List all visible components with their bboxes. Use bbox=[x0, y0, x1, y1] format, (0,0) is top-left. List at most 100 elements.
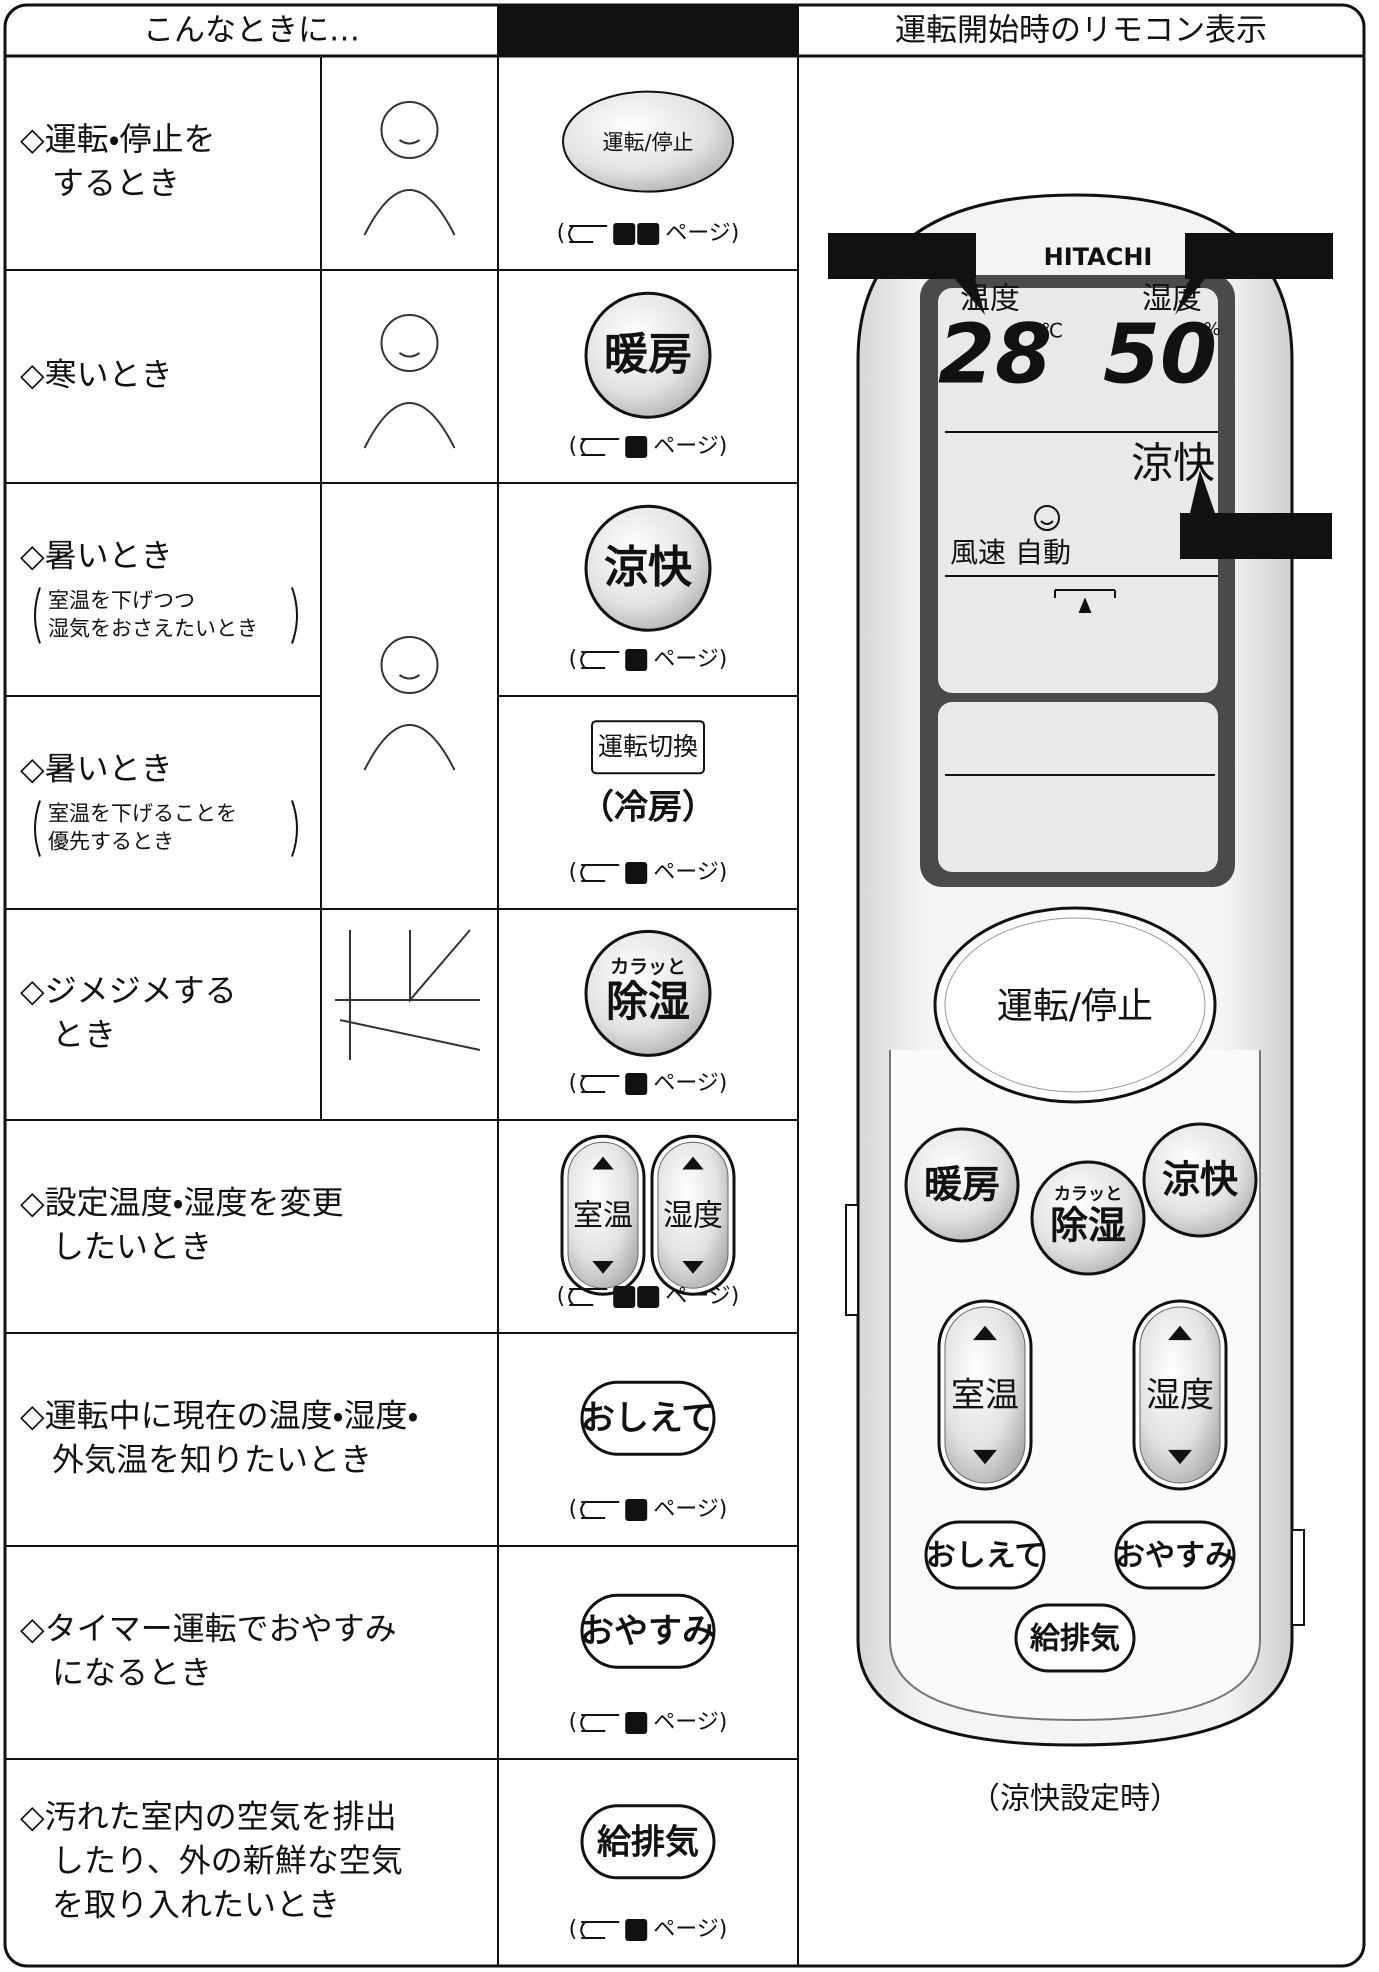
illustration-gap bbox=[322, 694, 497, 698]
side-switch bbox=[845, 1204, 859, 1316]
lcd-label: 温度 bbox=[960, 282, 1020, 317]
page-ref-open: ( bbox=[569, 1071, 578, 1096]
page-number: 20 bbox=[626, 1923, 646, 1939]
situation-text: になるとき bbox=[52, 1654, 212, 1692]
page-ref-open: ( bbox=[569, 647, 578, 672]
hand-icon bbox=[580, 651, 620, 669]
sketch-face bbox=[398, 674, 421, 680]
smiley-mouth bbox=[1040, 520, 1054, 525]
page-ref-close: ページ) bbox=[653, 434, 727, 459]
brand: HITACHI bbox=[1044, 243, 1153, 271]
page-ref-open: ( bbox=[569, 1497, 578, 1522]
button-small-label: カラッと bbox=[1054, 1184, 1122, 1204]
callout-pointer bbox=[1190, 470, 1215, 513]
situation-text: ◇運転中に現在の温度・湿度・ bbox=[20, 1397, 418, 1435]
header-cell: 運転開始時のリモコン表示 bbox=[895, 13, 1267, 49]
button-inner bbox=[657, 1141, 729, 1289]
note-bracket bbox=[34, 800, 41, 857]
lcd-unit: ℃ bbox=[1041, 319, 1063, 343]
button-shape bbox=[584, 291, 712, 419]
button-label: 涼快 bbox=[1162, 1158, 1239, 1202]
page-badge bbox=[625, 436, 648, 458]
illustration bbox=[363, 101, 456, 236]
button-label: 給排気 bbox=[1029, 1622, 1120, 1657]
page-number: 31 bbox=[626, 1716, 645, 1732]
sketch-body bbox=[363, 189, 456, 236]
callout-box bbox=[1185, 233, 1333, 279]
lcd-lower bbox=[938, 702, 1218, 872]
page-badge bbox=[625, 862, 648, 884]
sketch-face bbox=[398, 139, 421, 145]
situation-text: ◇ジメジメする bbox=[20, 972, 237, 1010]
page-badge bbox=[613, 1286, 636, 1308]
situation-note: 室温を下げつつ bbox=[48, 589, 195, 613]
page-ref-open: ( bbox=[569, 1917, 578, 1942]
page-ref-close: ページ) bbox=[653, 860, 727, 885]
button-label: 給排気 bbox=[597, 1822, 699, 1862]
arrow-down bbox=[1168, 1449, 1192, 1465]
page-ref-open: ( bbox=[569, 1710, 578, 1735]
arrow-up bbox=[1168, 1325, 1192, 1341]
button-sub-label: （冷房） bbox=[580, 788, 716, 828]
page-ref-open: ( bbox=[557, 1284, 566, 1309]
illustration bbox=[363, 636, 456, 771]
page-number: 18 bbox=[626, 1077, 645, 1093]
situation-text: ◇設定温度・湿度を変更 bbox=[20, 1184, 344, 1222]
situation-text: したいとき bbox=[52, 1228, 212, 1266]
note-bracket bbox=[291, 587, 298, 644]
page-ref-open: ( bbox=[569, 860, 578, 885]
button-label: 暖房 bbox=[924, 1163, 1000, 1207]
button-label: おしえて bbox=[581, 1399, 715, 1439]
button-label: 室温 bbox=[573, 1199, 633, 1234]
hand-icon bbox=[580, 438, 620, 456]
note-bracket bbox=[291, 800, 298, 857]
button-label: 除湿 bbox=[606, 977, 690, 1026]
button-label: おしえて bbox=[926, 1539, 1045, 1574]
situation-text: ◇暑いとき bbox=[20, 750, 173, 788]
lcd-temp: 28 bbox=[938, 307, 1052, 402]
situation-note: 湿気をおさえたいとき bbox=[48, 617, 258, 641]
arrow-up bbox=[592, 1156, 614, 1170]
lcd-fan-mode: 自動 bbox=[1015, 536, 1071, 569]
situation-note: 室温を下げることを bbox=[48, 802, 237, 826]
button-shape bbox=[584, 504, 712, 632]
callout-pointer bbox=[955, 279, 985, 315]
illustration bbox=[363, 314, 456, 449]
page-badge bbox=[613, 223, 636, 245]
page-number: 19 bbox=[626, 653, 645, 669]
page-number: 16 bbox=[614, 1290, 633, 1306]
sketch-head bbox=[380, 101, 439, 159]
header-highlight bbox=[498, 6, 798, 56]
button-label: 運転/停止 bbox=[997, 986, 1153, 1027]
page-number: 17 bbox=[626, 866, 645, 882]
situation-text: するとき bbox=[52, 164, 180, 202]
button-shape bbox=[580, 1380, 716, 1456]
note-bracket bbox=[34, 587, 41, 644]
button-label: 湿度 bbox=[1146, 1376, 1214, 1416]
hand-icon bbox=[580, 1501, 620, 1519]
page-ref-close: ページ) bbox=[653, 1071, 727, 1096]
page-number: 26 bbox=[626, 1503, 645, 1519]
button-label: 運転切換 bbox=[598, 732, 698, 761]
page-badge bbox=[625, 1499, 648, 1521]
callout-pointer bbox=[1175, 279, 1205, 315]
situation-text: ◇汚れた室内の空気を排出 bbox=[20, 1798, 397, 1836]
page-ref-close: ページ) bbox=[653, 1710, 727, 1735]
page-badge bbox=[625, 1712, 648, 1734]
button-inner bbox=[944, 1306, 1026, 1484]
button-shape bbox=[1030, 1160, 1146, 1276]
hand-icon bbox=[568, 225, 608, 243]
button-shape bbox=[924, 1520, 1046, 1590]
page-ref-close: ページ) bbox=[665, 1284, 739, 1309]
lcd-label: 湿度 bbox=[1142, 282, 1202, 317]
button-shape bbox=[591, 720, 705, 775]
button-label: 除湿 bbox=[1050, 1204, 1126, 1248]
page-number: 18 bbox=[626, 440, 645, 456]
button-shape bbox=[584, 929, 712, 1057]
page-ref-close: ページ) bbox=[653, 647, 727, 672]
lcd-fan-label: 風速 bbox=[950, 536, 1006, 569]
button-shape bbox=[933, 906, 1217, 1104]
page-ref-close: ページ) bbox=[653, 1497, 727, 1522]
